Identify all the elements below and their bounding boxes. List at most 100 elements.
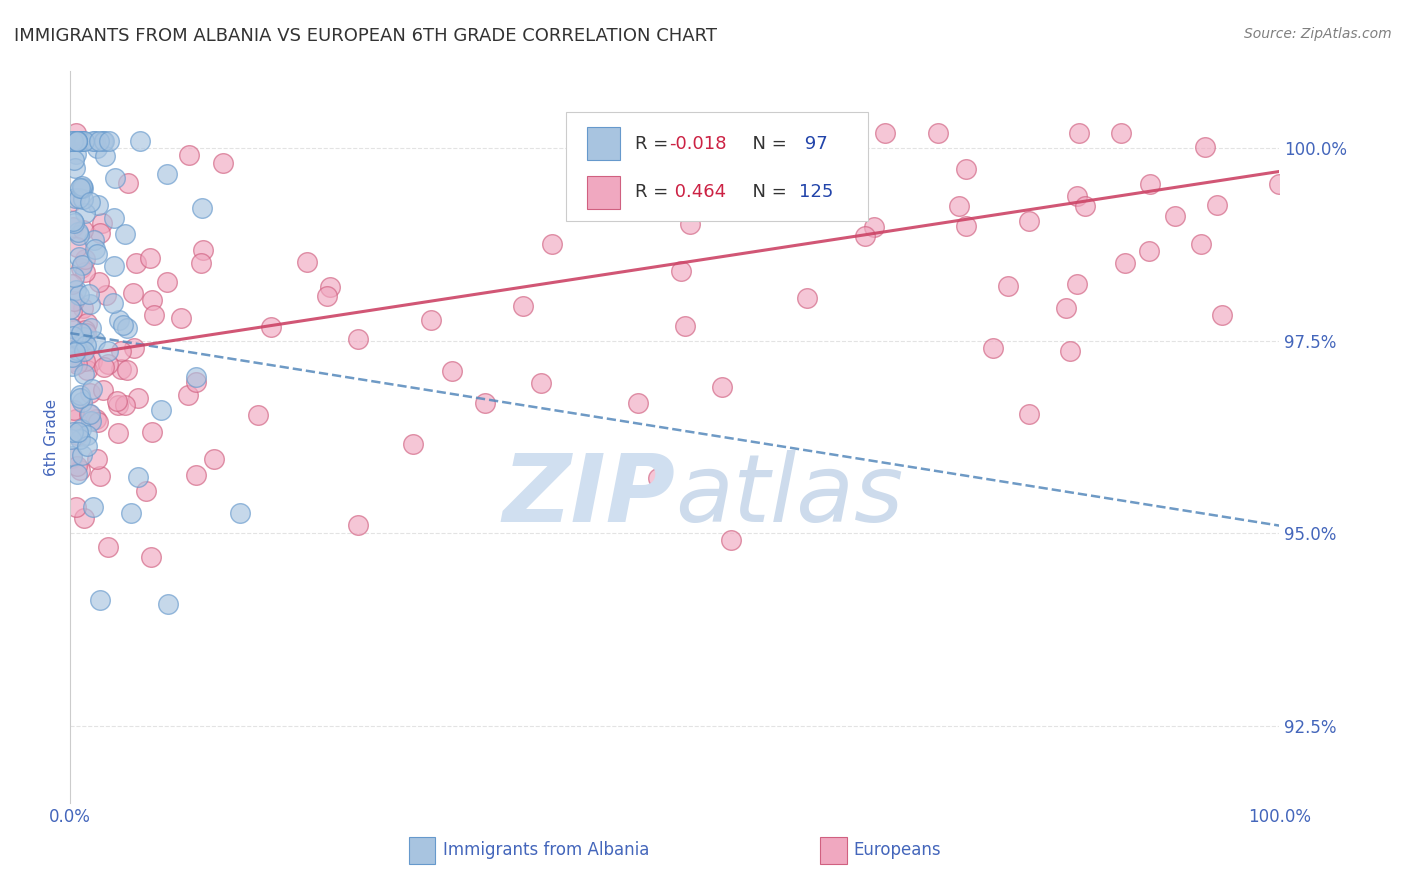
Point	[62, 425, 84, 439]
Point	[190, 256, 212, 270]
Point	[927, 126, 949, 140]
Point	[122, 341, 145, 355]
Point	[91, 134, 114, 148]
Point	[90, 216, 112, 230]
Point	[177, 148, 200, 162]
Point	[59, 301, 82, 316]
Point	[73, 353, 96, 368]
Text: 125: 125	[800, 183, 834, 201]
Point	[107, 398, 129, 412]
FancyBboxPatch shape	[586, 128, 620, 161]
Point	[76, 363, 98, 377]
Point	[75, 252, 97, 267]
Point	[711, 380, 734, 394]
Point	[110, 362, 132, 376]
Point	[184, 468, 207, 483]
Point	[73, 329, 96, 343]
Point	[69, 134, 91, 148]
Point	[70, 326, 93, 341]
Point	[260, 320, 283, 334]
Point	[72, 223, 94, 237]
Point	[63, 353, 86, 368]
Point	[141, 425, 163, 439]
Point	[72, 301, 94, 316]
Text: IMMIGRANTS FROM ALBANIA VS EUROPEAN 6TH GRADE CORRELATION CHART: IMMIGRANTS FROM ALBANIA VS EUROPEAN 6TH …	[14, 27, 717, 45]
Point	[720, 533, 742, 547]
Point	[103, 259, 125, 273]
Point	[70, 261, 93, 276]
Point	[79, 385, 101, 400]
Text: 0.464: 0.464	[669, 183, 725, 201]
Point	[114, 398, 136, 412]
Point	[70, 394, 93, 409]
Point	[1073, 199, 1095, 213]
Point	[89, 226, 111, 240]
Point	[111, 318, 134, 332]
Point	[62, 270, 84, 285]
Point	[62, 220, 84, 235]
Point	[66, 134, 89, 148]
Point	[1066, 188, 1088, 202]
Point	[948, 199, 970, 213]
Point	[75, 338, 97, 352]
Point	[60, 359, 83, 374]
Point	[97, 343, 120, 358]
Point	[63, 161, 86, 175]
Point	[70, 181, 93, 195]
Point	[75, 326, 97, 341]
Point	[65, 126, 87, 140]
Point	[93, 134, 115, 148]
Point	[82, 134, 104, 148]
Point	[83, 134, 105, 148]
Point	[128, 134, 150, 148]
Point	[62, 329, 84, 343]
Point	[73, 510, 96, 524]
Point	[66, 134, 89, 148]
Point	[796, 291, 818, 305]
Point	[66, 134, 89, 148]
Point	[295, 255, 318, 269]
Point	[60, 450, 83, 464]
Point	[76, 316, 98, 330]
Point	[156, 167, 179, 181]
Point	[98, 134, 121, 148]
Point	[76, 428, 98, 442]
Text: N =: N =	[741, 183, 793, 201]
Point	[73, 206, 96, 220]
Point	[981, 341, 1004, 355]
Point	[70, 422, 93, 436]
Point	[108, 313, 131, 327]
Y-axis label: 6th Grade: 6th Grade	[44, 399, 59, 475]
Point	[72, 134, 94, 148]
FancyBboxPatch shape	[409, 838, 436, 863]
Point	[673, 318, 696, 333]
Point	[77, 407, 100, 421]
FancyBboxPatch shape	[567, 112, 869, 221]
Point	[141, 293, 163, 307]
Point	[1059, 343, 1081, 358]
Point	[72, 178, 94, 193]
Point	[193, 244, 215, 258]
Point	[60, 134, 83, 148]
Point	[63, 216, 86, 230]
Point	[77, 287, 100, 301]
Point	[107, 425, 129, 440]
Point	[150, 402, 173, 417]
Point	[87, 275, 110, 289]
Point	[65, 147, 87, 161]
Point	[117, 176, 139, 190]
Point	[67, 225, 90, 239]
Point	[1069, 126, 1091, 140]
Point	[70, 134, 93, 148]
Point	[70, 258, 93, 272]
Point	[79, 195, 101, 210]
Point	[60, 194, 83, 208]
Point	[70, 448, 93, 462]
Point	[122, 285, 145, 300]
Point	[80, 413, 103, 427]
Point	[69, 334, 91, 349]
Point	[67, 227, 90, 242]
Point	[647, 151, 669, 165]
Text: Source: ZipAtlas.com: Source: ZipAtlas.com	[1244, 27, 1392, 41]
Point	[1267, 177, 1289, 191]
